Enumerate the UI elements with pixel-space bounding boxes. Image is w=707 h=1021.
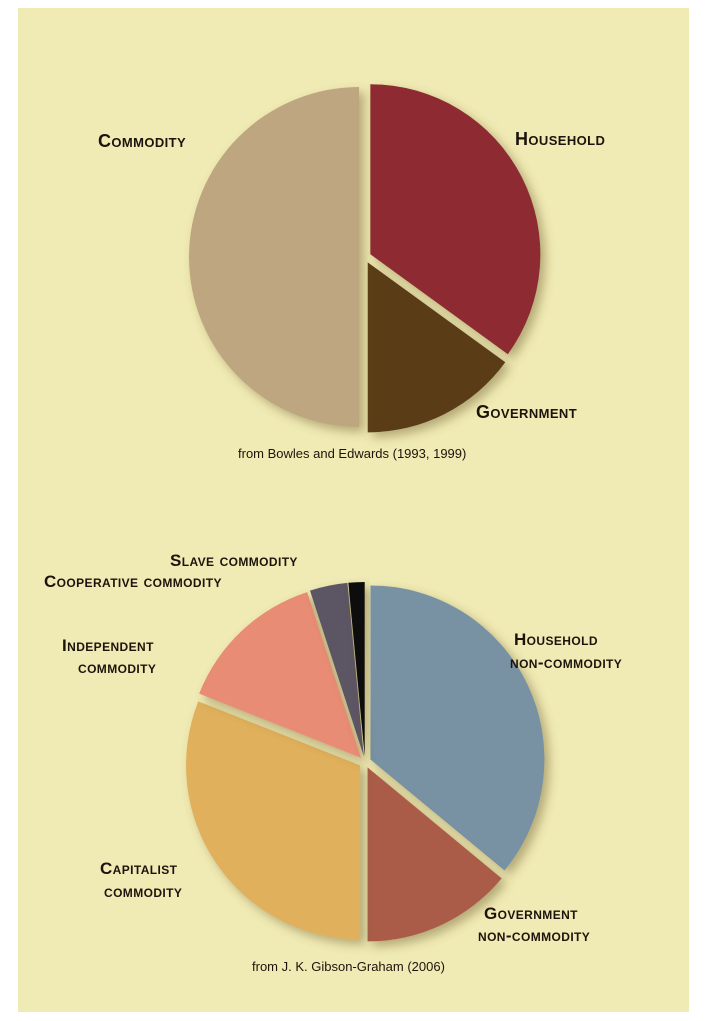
slice-label-government-line1: Government [484,904,578,923]
slice-label-government-line2: non-commodity [478,926,590,945]
chart-source-gibson-graham: from J. K. Gibson-Graham (2006) [252,959,445,974]
pie-slice-independent-commodity [199,592,361,758]
slice-label-capitalist-line2: commodity [104,882,182,901]
chart-source-bowles-edwards: from Bowles and Edwards (1993, 1999) [238,446,466,461]
slice-label-independent-line1: Independent [62,636,154,655]
slice-label-household-line1: Household [514,630,598,649]
pie-slice-slave-commodity [348,582,365,757]
slice-label-independent-line2: commodity [78,658,156,677]
pie-slice-government-non-commodity [367,767,502,942]
pie-slice-household-non-commodity [370,585,545,871]
pie-slice-cooperative-commodity [310,582,364,757]
slice-label-government: Government [476,402,577,422]
pie-slice-commodity [189,87,359,427]
pie-chart-gibson-graham [186,582,545,942]
pie-chart-bowles-edwards [189,84,541,433]
slice-label-cooperative-commodity: Cooperative commodity [44,572,222,591]
slice-label-household: Household [515,129,605,149]
slice-label-commodity: Commodity [98,131,186,151]
slice-label-capitalist-line1: Capitalist [100,859,178,878]
pie-slice-capitalist-commodity [186,701,361,940]
slice-label-household-line2: non-commodity [510,653,622,672]
pie-slice-household [370,84,541,355]
pie-slice-government [367,262,506,433]
slice-label-slave-commodity: Slave commodity [170,551,298,570]
